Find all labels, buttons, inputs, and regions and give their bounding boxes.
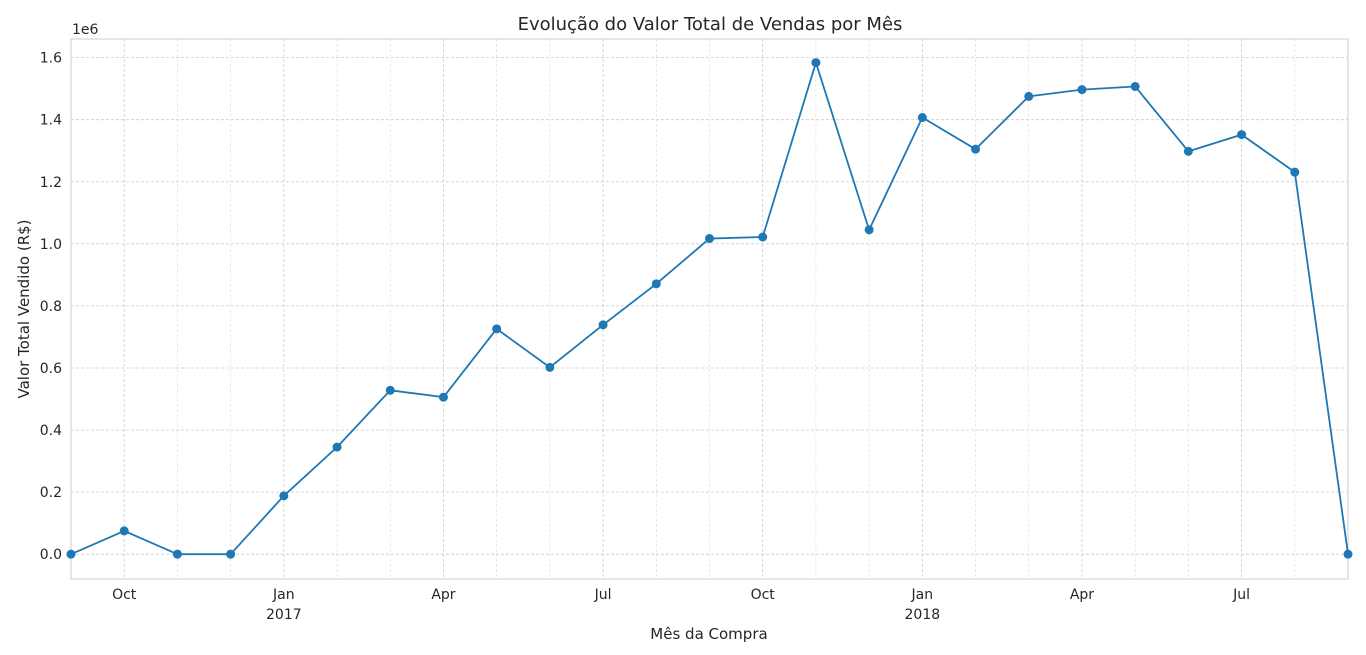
- chart-title: Evolução do Valor Total de Vendas por Mê…: [518, 14, 903, 35]
- data-point: [1290, 167, 1300, 177]
- data-point: [1130, 81, 1140, 91]
- data-point: [1343, 549, 1353, 559]
- y-axis-label: Valor Total Vendido (R$): [15, 219, 33, 398]
- data-point: [332, 442, 342, 452]
- x-tick-year-label: 2018: [905, 607, 941, 623]
- data-point: [758, 232, 768, 242]
- y-tick-label: 1.0: [40, 237, 62, 253]
- data-point: [279, 491, 289, 501]
- x-axis-ticks: Oct Jan 2017 Apr Jul Oct Jan 2018 Apr Jul: [112, 587, 1250, 623]
- data-point: [811, 58, 821, 68]
- data-point: [172, 549, 182, 559]
- x-tick-label: Oct: [751, 587, 776, 603]
- y-tick-label: 0.6: [40, 361, 62, 377]
- data-point: [651, 279, 661, 289]
- y-offset-label: 1e6: [72, 22, 99, 38]
- y-tick-label: 1.4: [40, 113, 62, 129]
- data-point: [545, 362, 555, 372]
- data-point: [864, 225, 874, 235]
- y-tick-label: 0.4: [40, 423, 62, 439]
- data-point: [1024, 91, 1034, 101]
- data-point: [598, 320, 608, 330]
- x-tick-label: Oct: [112, 587, 137, 603]
- y-axis-ticks: 0.0 0.2 0.4 0.6 0.8 1.0 1.2 1.4 1.6: [40, 51, 62, 564]
- y-tick-label: 1.2: [40, 175, 62, 191]
- data-point: [705, 234, 714, 244]
- data-point: [119, 526, 129, 536]
- series-layer: [66, 58, 1353, 559]
- data-point: [226, 549, 236, 559]
- x-tick-label: Jul: [1232, 587, 1250, 603]
- data-point: [66, 549, 76, 559]
- data-point: [1183, 146, 1193, 156]
- data-point: [1077, 85, 1087, 95]
- data-point: [917, 113, 927, 123]
- x-tick-label: Apr: [1070, 587, 1094, 603]
- x-tick-label: Jan: [272, 587, 295, 603]
- plot-frame: [70, 38, 1349, 580]
- x-tick-label: Apr: [431, 587, 455, 603]
- grid: [70, 39, 1349, 579]
- y-tick-label: 1.6: [40, 51, 62, 67]
- data-point: [971, 144, 981, 154]
- x-axis-label: Mês da Compra: [650, 625, 767, 643]
- data-point: [385, 385, 395, 395]
- x-tick-label: Jan: [911, 587, 934, 603]
- y-tick-label: 0.0: [40, 547, 62, 563]
- data-point: [1237, 130, 1247, 140]
- data-point: [492, 324, 502, 334]
- y-tick-label: 0.8: [40, 299, 62, 315]
- x-tick-year-label: 2017: [266, 607, 302, 623]
- data-point: [438, 392, 448, 402]
- x-tick-label: Jul: [594, 587, 612, 603]
- y-tick-label: 0.2: [40, 485, 62, 501]
